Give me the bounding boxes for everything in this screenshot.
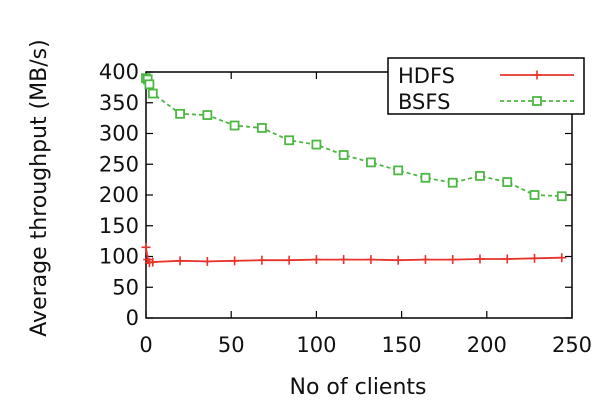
data-point-bsfs [556,191,567,202]
data-point-hdfs [230,256,240,266]
data-point-bsfs [338,150,349,160]
series-layer [141,73,567,268]
legend-marker-hdfs [532,70,542,80]
data-point-hdfs [475,254,485,264]
data-point-bsfs [284,135,295,146]
y-tick-label-5: 250 [99,152,139,176]
x-tick-label-3: 150 [382,333,422,357]
data-point-bsfs [311,139,322,150]
x-tick-label-2: 100 [296,333,336,357]
data-point-hdfs [557,253,567,263]
data-point-hdfs [284,255,294,265]
data-point-hdfs [393,255,403,265]
data-point-bsfs [475,171,485,181]
y-tick-label-8: 400 [99,60,139,84]
data-point-hdfs [339,255,349,265]
y-tick-label-7: 350 [99,91,139,115]
legend-marker-bsfs [532,96,542,106]
data-point-bsfs [502,177,513,187]
data-point-bsfs [144,79,155,90]
data-point-bsfs [420,172,431,183]
data-point-bsfs [529,190,540,200]
x-tick-label-0: 0 [139,333,152,357]
data-point-bsfs [256,123,267,133]
y-tick-label-6: 300 [99,122,139,146]
data-point-hdfs [448,255,458,265]
legend-label-bsfs: BSFS [398,90,450,114]
data-point-hdfs [175,256,185,266]
data-point-hdfs [202,256,212,266]
data-point-hdfs [530,253,540,263]
data-point-hdfs [148,257,158,267]
axes-layer: 0 50 100 150 200 250 300 350 400 0 50 100 150 200 250 [99,60,592,357]
y-axis-label: Average throughput (MB/s) [27,39,52,336]
data-point-bsfs [202,110,213,120]
x-tick-label-4: 200 [467,333,507,357]
y-tick-label-1: 50 [112,275,139,299]
data-point-hdfs [420,255,430,265]
data-point-bsfs [447,177,458,188]
data-point-hdfs [311,255,321,265]
y-tick-label-0: 0 [126,306,139,330]
data-point-bsfs [229,120,240,131]
data-point-bsfs [175,108,185,119]
x-tick-label-5: 250 [552,333,592,357]
x-axis-label: No of clients [290,375,427,400]
series-line-hdfs [145,247,562,264]
data-point-hdfs [141,242,151,252]
data-point-bsfs [366,157,376,168]
y-tick-label-4: 200 [99,183,139,207]
data-point-bsfs [147,88,158,99]
data-point-hdfs [502,254,512,264]
legend-label-hdfs: HDFS [398,64,455,88]
data-point-hdfs [366,255,376,265]
y-tick-label-3: 150 [99,214,139,238]
legend-box [387,57,585,115]
data-point-hdfs [257,255,267,265]
x-tick-label-1: 50 [218,333,245,357]
data-point-bsfs [393,165,404,176]
y-tick-label-2: 100 [99,245,139,269]
